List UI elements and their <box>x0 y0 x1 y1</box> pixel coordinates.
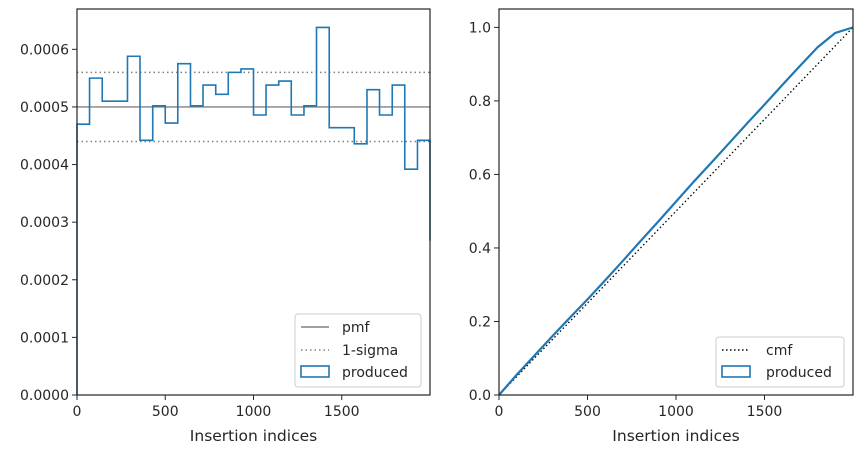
y-tick-label: 0.0006 <box>20 42 69 58</box>
y-tick-label: 0.0004 <box>20 158 69 174</box>
left-legend: pmf 1-sigma produced <box>294 313 422 388</box>
left-y-ticks: 0.0000 0.0001 0.0002 0.0003 0.0004 0.0005 0.00… <box>20 42 77 404</box>
legend-sigma-label: 1-sigma <box>342 343 398 359</box>
right-axes-frame <box>498 8 854 396</box>
legend-cmf-label: cmf <box>766 343 793 359</box>
y-tick-label: 1.0 <box>469 20 491 36</box>
y-tick-label: 0.0002 <box>20 273 69 289</box>
legend-produced-label: produced <box>342 365 408 381</box>
left-x-axis-label: Insertion indices <box>190 427 317 445</box>
left-panel: 0.0000 0.0001 0.0002 0.0003 0.0004 0.0005 0.00… <box>20 8 431 445</box>
right-legend-box <box>715 336 845 388</box>
legend-produced-patch <box>721 365 751 378</box>
y-tick-label: 0.6 <box>469 167 491 183</box>
right-plot-area <box>498 26 854 396</box>
y-tick-label: 0.8 <box>469 94 491 110</box>
y-tick-label: 0.0005 <box>20 100 69 116</box>
x-tick-label: 500 <box>574 404 601 420</box>
x-tick-label: 1000 <box>236 404 272 420</box>
x-tick-label: 0 <box>73 404 82 420</box>
y-tick-label: 0.0 <box>469 388 491 404</box>
produced-cumulative-line <box>498 26 854 396</box>
right-x-ticks: 0 500 1000 1500 <box>495 395 783 420</box>
right-y-ticks: 0.0 0.2 0.4 0.6 0.8 1.0 <box>469 20 499 404</box>
y-tick-label: 0.0003 <box>20 215 69 231</box>
cmf-line <box>498 26 854 396</box>
right-x-axis-label: Insertion indices <box>612 427 739 445</box>
x-tick-label: 1500 <box>324 404 360 420</box>
right-panel: 0.0 0.2 0.4 0.6 0.8 1.0 0 500 1000 1500 Insertio… <box>469 8 854 445</box>
left-plot-area <box>76 26 431 395</box>
x-tick-label: 1000 <box>658 404 694 420</box>
produced-histogram <box>76 26 431 395</box>
left-axes-frame <box>76 8 431 396</box>
legend-produced-label: produced <box>766 365 832 381</box>
y-tick-label: 0.4 <box>469 241 491 257</box>
x-tick-label: 0 <box>495 404 504 420</box>
y-tick-label: 0.0001 <box>20 330 69 346</box>
left-x-ticks: 0 500 1000 1500 <box>73 395 360 420</box>
y-tick-label: 0.0000 <box>20 388 69 404</box>
y-tick-label: 0.2 <box>469 314 491 330</box>
legend-produced-patch <box>300 365 330 378</box>
right-legend: cmf produced <box>715 336 845 388</box>
legend-pmf-label: pmf <box>342 320 371 336</box>
left-legend-box <box>294 313 422 388</box>
x-tick-label: 500 <box>152 404 179 420</box>
x-tick-label: 1500 <box>747 404 783 420</box>
